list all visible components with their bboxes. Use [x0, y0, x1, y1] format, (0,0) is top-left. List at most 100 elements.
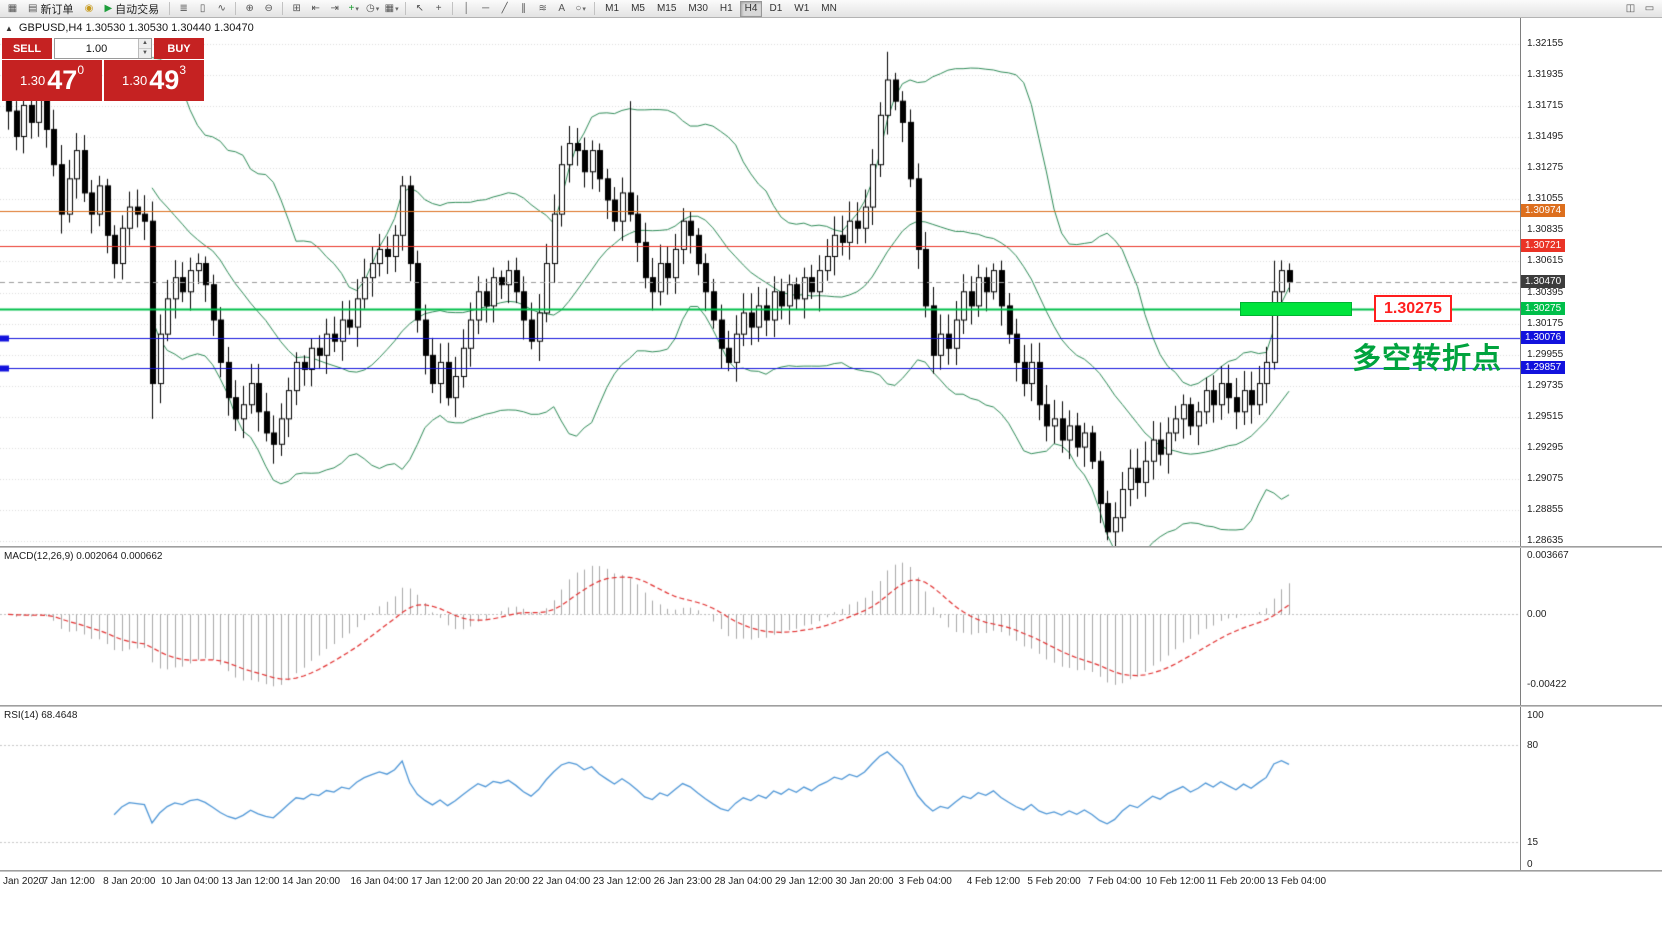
panel-separator[interactable]	[0, 546, 1662, 548]
macd-panel-canvas[interactable]	[0, 548, 1520, 705]
window-list-icon[interactable]: ▭	[1644, 3, 1655, 14]
price-tick-label: 1.31715	[1527, 100, 1564, 112]
cursor-icon[interactable]: ↖	[415, 3, 424, 14]
one-click-collapse-icon[interactable]: ▲	[5, 23, 13, 33]
time-label: 10 Feb 12:00	[1145, 876, 1205, 887]
sell-price-base: 1.30	[19, 73, 46, 88]
line-chart-icon[interactable]: ∿	[217, 3, 226, 14]
time-label: 3 Feb 04:00	[898, 876, 952, 887]
new-order-button[interactable]: ▤ 新订单	[23, 1, 78, 16]
zoom-in-icon[interactable]: ⊕	[245, 3, 254, 14]
sell-button[interactable]: SELL	[2, 38, 52, 59]
price-badge: 1.30721	[1521, 239, 1566, 253]
timeframe-h4[interactable]: H4	[739, 0, 763, 17]
time-label: 30 Jan 20:00	[835, 876, 894, 887]
shapes-icon[interactable]: ○ ▾	[575, 3, 586, 14]
price-badge: 1.30275	[1521, 302, 1566, 316]
channel-icon[interactable]: ∥	[521, 3, 527, 14]
volume-up-icon[interactable]: ▲	[139, 39, 151, 49]
time-label: 8 Jan 20:00	[103, 876, 156, 887]
time-label: 26 Jan 23:00	[653, 876, 712, 887]
time-label: 28 Jan 04:00	[714, 876, 773, 887]
timeframe-mn[interactable]: MN	[821, 2, 837, 14]
tile-windows-icon[interactable]: ⊞	[292, 3, 301, 14]
panel-separator[interactable]	[0, 705, 1662, 707]
sell-price-button[interactable]: 1.30 47 0	[2, 60, 102, 101]
timeframe-w1[interactable]: W1	[794, 2, 810, 14]
volume-stepper[interactable]: ▲ ▼	[138, 39, 151, 58]
price-annotation-label[interactable]: 1.30275	[1374, 295, 1452, 322]
macd-header: MACD(12,26,9) 0.002064 0.000662	[4, 551, 163, 562]
sell-price-sup: 0	[77, 63, 85, 77]
toolbar-separator	[594, 2, 596, 15]
horizontal-line-icon[interactable]: ─	[482, 3, 490, 14]
rsi-header: RSI(14) 68.4648	[4, 710, 78, 721]
timeframe-m30[interactable]: M30	[688, 2, 708, 14]
period-selector-icon[interactable]: ◷ ▾	[366, 3, 380, 14]
turning-point-annotation[interactable]: 多空转折点	[1352, 343, 1503, 375]
price-tick-label: 1.31495	[1527, 131, 1564, 143]
panel-separator[interactable]	[0, 870, 1662, 872]
time-label: 22 Jan 04:00	[532, 876, 591, 887]
text-label-icon[interactable]: A	[558, 3, 565, 14]
chart-window-icon[interactable]: ▦	[7, 3, 18, 14]
price-tick-label: 1.31055	[1527, 193, 1564, 205]
volume-field[interactable]: 1.00 ▲ ▼	[54, 38, 152, 59]
buy-button[interactable]: BUY	[154, 38, 204, 59]
toolbar-separator	[405, 2, 407, 15]
timeframe-m1[interactable]: M1	[605, 2, 620, 14]
time-axis[interactable]	[0, 872, 1662, 941]
time-label: Jan 2020	[3, 876, 45, 887]
toolbar-separator	[452, 2, 454, 15]
candlestick-chart-icon[interactable]: ▯	[199, 3, 206, 14]
price-tick-label: 1.28855	[1527, 503, 1564, 515]
price-tick-label: 1.30395	[1527, 286, 1564, 298]
highlight-rectangle-object[interactable]	[1240, 302, 1352, 316]
chart-shift-icon[interactable]: ⇥	[330, 3, 339, 14]
alert-sound-icon[interactable]: ◉	[84, 3, 94, 14]
main-chart-canvas[interactable]	[0, 18, 1520, 546]
rsi-axis-label: 15	[1527, 836, 1539, 848]
crosshair-icon[interactable]: +	[435, 3, 442, 14]
time-label: 20 Jan 20:00	[471, 876, 530, 887]
template-icon[interactable]: ▦ ▾	[384, 3, 399, 14]
data-window-icon[interactable]: ◫	[1625, 3, 1636, 14]
dropdown-arrow-icon: ▾	[375, 5, 380, 13]
symbol-ohlc-line: ▲ GBPUSD,H4 1.30530 1.30530 1.30440 1.30…	[5, 22, 254, 34]
toolbar-separator	[235, 2, 237, 15]
volume-value[interactable]: 1.00	[85, 42, 108, 55]
one-click-trading-panel: SELL 1.00 ▲ ▼ BUY 1.30 47 0 1.30 49 3	[2, 38, 204, 101]
timeframe-m15[interactable]: M15	[656, 2, 677, 14]
auto-scroll-icon[interactable]: ⇤	[311, 3, 320, 14]
time-label: 23 Jan 12:00	[593, 876, 651, 887]
price-axis[interactable]	[1520, 18, 1662, 872]
vertical-line-icon[interactable]: │	[463, 3, 470, 14]
dropdown-arrow-icon: ▾	[355, 5, 359, 13]
toolbar: ▦ ▤ 新订单 ◉ ▶ 自动交易 ≣ ▯ ∿ ⊕ ⊖ ⊞ ⇤ ⇥ + ▾ ◷ ▾ ▦ ▾ ↖ + │ ─ ╱ ∥ ≋ A ○ ▾ M1 M5 M…	[0, 0, 1662, 18]
buy-price-button[interactable]: 1.30 49 3	[104, 60, 204, 101]
trendline-icon[interactable]: ╱	[501, 3, 508, 14]
timeframe-m5[interactable]: M5	[631, 2, 645, 14]
timeframe-d1[interactable]: D1	[769, 2, 783, 14]
ohlc-bars-icon[interactable]: ≣	[179, 3, 188, 14]
add-indicator-icon[interactable]: + ▾	[348, 3, 359, 14]
volume-down-icon[interactable]: ▼	[139, 49, 151, 58]
time-label: 10 Jan 04:00	[160, 876, 219, 887]
autotrading-button[interactable]: ▶ 自动交易	[99, 1, 164, 16]
time-label: 13 Jan 12:00	[221, 876, 280, 887]
rsi-axis-label: 100	[1527, 710, 1544, 721]
rsi-panel-canvas[interactable]	[0, 707, 1520, 870]
time-label: 17 Jan 12:00	[411, 876, 469, 887]
price-tick-label: 1.28635	[1527, 535, 1564, 546]
price-tick-label: 1.31935	[1527, 69, 1564, 81]
time-label: 13 Feb 04:00	[1267, 876, 1327, 887]
symbol-ohlc-text: GBPUSD,H4 1.30530 1.30530 1.30440 1.3047…	[18, 22, 254, 34]
price-badge: 1.30076	[1521, 330, 1566, 344]
price-tick-label: 1.29955	[1527, 348, 1564, 360]
zoom-out-icon[interactable]: ⊖	[264, 3, 273, 14]
fibonacci-icon[interactable]: ≋	[538, 3, 547, 14]
price-tick-label: 1.30835	[1527, 224, 1564, 236]
price-tick-label: 1.32155	[1527, 38, 1564, 49]
timeframe-h1[interactable]: H1	[719, 2, 733, 14]
